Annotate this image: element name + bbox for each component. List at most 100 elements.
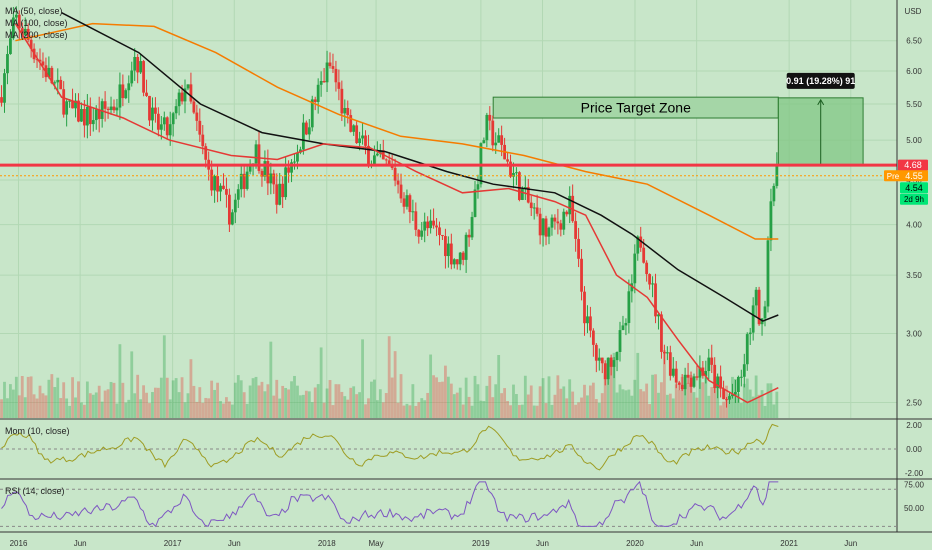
candle-body: [222, 185, 225, 189]
volume-bar: [257, 385, 261, 418]
volume-bar: [364, 404, 367, 418]
candle-body: [269, 173, 273, 184]
volume-bar: [609, 357, 613, 418]
volume-bar: [500, 393, 504, 418]
candle-body: [85, 106, 89, 126]
candle-body: [455, 259, 459, 265]
volume-bar: [9, 384, 12, 418]
candle-body: [17, 14, 21, 29]
momentum-title[interactable]: Mom (10, close): [5, 426, 70, 436]
volume-bar: [408, 405, 412, 418]
candle-body: [553, 217, 557, 222]
volume-bar: [56, 377, 60, 418]
volume-bar: [77, 381, 80, 418]
volume-bar: [328, 380, 332, 418]
time-tick-label: 2016: [10, 539, 28, 548]
legend-ma200[interactable]: MA (200, close): [5, 30, 68, 40]
volume-bar: [254, 376, 258, 418]
volume-bar: [91, 394, 95, 418]
premarket-price-tag: [900, 170, 928, 182]
time-tick-label: 2018: [318, 539, 336, 548]
volume-bar: [512, 384, 515, 418]
volume-bar: [384, 393, 388, 418]
volume-bar: [222, 403, 225, 418]
volume-bar: [148, 403, 151, 418]
price-tick-label: 4.00: [906, 221, 922, 230]
candle-body: [645, 262, 649, 275]
volume-bar: [248, 385, 252, 418]
candle-body: [254, 144, 258, 164]
volume-bar: [402, 405, 406, 418]
volume-bar: [32, 394, 36, 418]
price-tick-label: 6.00: [906, 67, 922, 76]
volume-bar: [597, 402, 601, 418]
candle-body: [204, 146, 208, 160]
rsi-title[interactable]: RSI (14, close): [5, 486, 65, 496]
volume-bar: [654, 374, 657, 418]
time-tick-label: 2020: [626, 539, 644, 548]
candle-body: [71, 100, 74, 109]
volume-bar: [372, 379, 376, 418]
legend-ma100[interactable]: MA (100, close): [5, 18, 68, 28]
volume-bar: [532, 405, 536, 418]
candle-body: [674, 368, 678, 383]
volume-bar: [156, 387, 160, 418]
volume-bar: [704, 374, 708, 418]
volume-bar: [227, 401, 231, 418]
candle-body: [121, 84, 125, 99]
candle-body: [473, 189, 477, 217]
volume-bar: [162, 335, 166, 418]
volume-bar: [304, 390, 308, 418]
volume-bar: [251, 378, 255, 418]
momentum-tick-label: -2.00: [905, 469, 924, 478]
volume-bar: [94, 392, 98, 418]
candle-body: [683, 374, 687, 390]
volume-bar: [754, 375, 758, 418]
volume-bar: [479, 400, 483, 418]
candle-body: [296, 152, 299, 162]
candle-body: [745, 334, 749, 365]
volume-bar: [331, 405, 335, 418]
candle-body: [396, 180, 400, 185]
volume-bar: [393, 351, 397, 418]
volume-bar: [476, 384, 480, 418]
volume-bar: [698, 377, 702, 418]
volume-bar: [71, 377, 74, 418]
volume-bar: [136, 374, 140, 418]
candle-body: [695, 376, 699, 378]
candle-body: [275, 184, 279, 205]
indicator-legend[interactable]: MA (50, close) MA (100, close) MA (200, …: [5, 6, 68, 40]
volume-bar: [660, 382, 663, 418]
premarket-tag-label: Pre: [887, 172, 900, 181]
candle-body: [571, 195, 575, 222]
volume-bar: [485, 385, 489, 418]
candle-body: [287, 167, 290, 173]
candle-body: [597, 357, 601, 361]
grid-lines: [0, 0, 897, 418]
legend-ma50[interactable]: MA (50, close): [5, 6, 63, 16]
volume-bar: [242, 392, 246, 418]
volume-bar: [53, 387, 57, 418]
candle-body: [515, 172, 518, 174]
volume-bar: [14, 376, 18, 418]
candle-body: [387, 160, 391, 165]
candle-body: [154, 107, 157, 114]
volume-bar: [183, 402, 187, 418]
candle-body: [35, 59, 39, 61]
candle-body: [378, 150, 382, 154]
candle-body: [124, 90, 128, 99]
candle-body: [544, 218, 548, 237]
candle-body: [728, 396, 731, 400]
candle-body: [639, 236, 643, 248]
volume-bar: [375, 400, 379, 418]
volume-bar: [674, 384, 678, 418]
candle-body: [642, 247, 646, 263]
candle-body: [680, 384, 684, 390]
price-tick-label: 5.00: [906, 136, 922, 145]
volume-bar: [47, 379, 51, 418]
volume-bar: [124, 402, 128, 418]
volume-bar: [692, 392, 696, 418]
candle-body: [689, 377, 693, 387]
candle-body: [731, 394, 734, 397]
